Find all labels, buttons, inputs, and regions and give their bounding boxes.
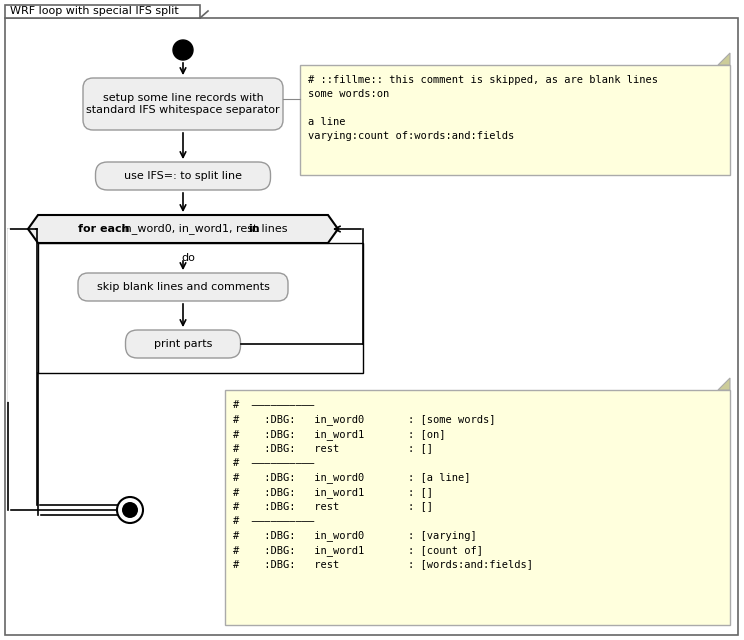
FancyBboxPatch shape xyxy=(95,162,271,190)
Polygon shape xyxy=(718,53,730,65)
Text: #    :DBG:   in_word0       : [a line]: # :DBG: in_word0 : [a line] xyxy=(233,472,470,483)
Bar xyxy=(300,65,730,175)
Text: lines: lines xyxy=(258,224,287,234)
Text: varying:count of:words:and:fields: varying:count of:words:and:fields xyxy=(308,131,514,141)
Text: in: in xyxy=(248,224,260,234)
Text: in_word0, in_word1, rest: in_word0, in_word1, rest xyxy=(118,223,261,234)
Text: #    :DBG:   in_word1       : []: # :DBG: in_word1 : [] xyxy=(233,487,433,498)
Circle shape xyxy=(173,40,193,60)
Text: skip blank lines and comments: skip blank lines and comments xyxy=(97,282,269,292)
FancyBboxPatch shape xyxy=(126,330,240,358)
Circle shape xyxy=(122,502,138,518)
Text: use IFS=: to split line: use IFS=: to split line xyxy=(124,171,242,181)
Text: #  ——————————: # —————————— xyxy=(233,516,314,526)
Text: WRF loop with special IFS split: WRF loop with special IFS split xyxy=(10,6,179,17)
FancyBboxPatch shape xyxy=(78,273,288,301)
Text: some words:on: some words:on xyxy=(308,89,389,99)
Bar xyxy=(225,390,730,625)
Text: #    :DBG:   in_word1       : [count of]: # :DBG: in_word1 : [count of] xyxy=(233,545,483,556)
Text: a line: a line xyxy=(308,117,345,127)
Text: #    :DBG:   rest           : [words:and:fields]: # :DBG: rest : [words:and:fields] xyxy=(233,559,533,570)
Polygon shape xyxy=(718,378,730,390)
Polygon shape xyxy=(28,215,338,243)
Text: do: do xyxy=(181,253,195,263)
FancyBboxPatch shape xyxy=(83,78,283,130)
Bar xyxy=(38,243,363,373)
Text: #    :DBG:   in_word0       : [some words]: # :DBG: in_word0 : [some words] xyxy=(233,415,496,426)
Text: setup some line records with
standard IFS whitespace separator: setup some line records with standard IF… xyxy=(86,93,280,115)
Text: # ::fillme:: this comment is skipped, as are blank lines: # ::fillme:: this comment is skipped, as… xyxy=(308,75,658,85)
Circle shape xyxy=(117,497,143,523)
Text: #    :DBG:   in_word0       : [varying]: # :DBG: in_word0 : [varying] xyxy=(233,531,477,541)
Text: #    :DBG:   rest           : []: # :DBG: rest : [] xyxy=(233,444,433,454)
Text: print parts: print parts xyxy=(154,339,212,349)
Text: #    :DBG:   in_word1       : [on]: # :DBG: in_word1 : [on] xyxy=(233,429,446,440)
Text: for each: for each xyxy=(78,224,129,234)
Text: #  ——————————: # —————————— xyxy=(233,400,314,410)
Text: #  ——————————: # —————————— xyxy=(233,458,314,468)
Text: #    :DBG:   rest           : []: # :DBG: rest : [] xyxy=(233,502,433,511)
Bar xyxy=(5,5,200,18)
